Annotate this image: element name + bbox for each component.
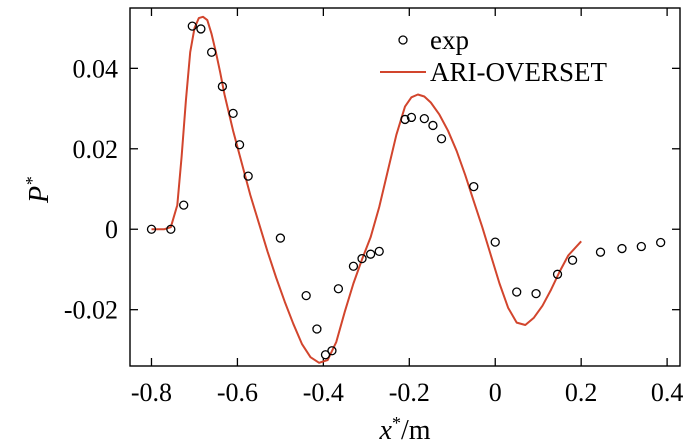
ari-overset-line bbox=[151, 15, 582, 364]
x-tick-label: -0.4 bbox=[303, 378, 344, 407]
exp-point bbox=[228, 108, 238, 119]
exp-point bbox=[327, 346, 337, 356]
exp-point bbox=[419, 113, 429, 124]
exp-point bbox=[374, 246, 384, 257]
exp-point bbox=[166, 224, 176, 234]
legend: exp ARI-OVERSET bbox=[380, 25, 607, 87]
exp-point bbox=[512, 287, 522, 297]
y-tick-label: 0.04 bbox=[73, 54, 119, 83]
exp-point bbox=[636, 241, 646, 252]
y-tick-label: 0.02 bbox=[73, 135, 119, 164]
exp-point bbox=[365, 249, 376, 259]
exp-point bbox=[206, 47, 217, 57]
y-axis-title: P* bbox=[22, 177, 55, 204]
exp-point bbox=[243, 171, 253, 181]
legend-exp-label: exp bbox=[430, 25, 469, 55]
exp-point bbox=[196, 24, 206, 34]
exp-point bbox=[217, 81, 228, 92]
x-tick-label: 0.4 bbox=[651, 378, 684, 407]
exp-point bbox=[656, 237, 666, 248]
y-tick-label: -0.02 bbox=[64, 296, 118, 325]
x-tick-labels: -0.8 -0.6 -0.4 -0.2 0 0.2 0.4 bbox=[131, 378, 683, 407]
exp-point bbox=[595, 247, 606, 257]
exp-point bbox=[567, 255, 578, 265]
plot-frame bbox=[129, 7, 681, 367]
exp-point bbox=[531, 288, 541, 299]
exp-point bbox=[179, 200, 189, 210]
exp-point bbox=[146, 224, 157, 234]
exp-point bbox=[357, 253, 367, 264]
exp-point bbox=[436, 134, 447, 144]
axis-ticks bbox=[130, 8, 680, 366]
exp-point bbox=[428, 120, 438, 131]
x-tick-label: -0.2 bbox=[389, 378, 430, 407]
exp-point bbox=[348, 261, 359, 271]
x-tick-label: 0 bbox=[489, 378, 502, 407]
x-tick-label: 0.2 bbox=[565, 378, 598, 407]
exp-point bbox=[406, 112, 417, 123]
x-tick-label: -0.6 bbox=[217, 378, 258, 407]
legend-exp-marker bbox=[398, 35, 408, 45]
exp-point bbox=[320, 350, 331, 360]
exp-point bbox=[187, 21, 197, 31]
exp-point bbox=[333, 284, 344, 294]
exp-point bbox=[490, 237, 500, 247]
exp-point bbox=[400, 114, 410, 125]
legend-ari-overset-label: ARI-OVERSET bbox=[430, 57, 607, 87]
exp-point bbox=[552, 269, 563, 279]
exp-point bbox=[301, 290, 311, 301]
exp-point bbox=[275, 233, 286, 243]
exp-point bbox=[617, 243, 627, 254]
y-tick-labels: -0.02 0 0.02 0.04 bbox=[64, 54, 118, 324]
exp-point bbox=[234, 140, 245, 150]
exp-point bbox=[312, 324, 322, 334]
x-axis-title: x*/m bbox=[379, 413, 431, 445]
y-tick-label: 0 bbox=[105, 215, 118, 244]
exp-point bbox=[469, 181, 479, 192]
x-tick-label: -0.8 bbox=[131, 378, 172, 407]
exp-points bbox=[146, 21, 666, 360]
